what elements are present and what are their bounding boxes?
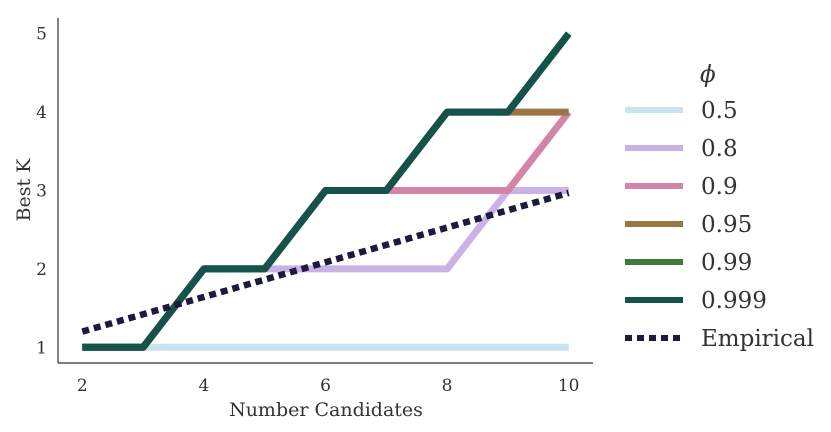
legend: ϕ 0.5 0.8 0.9 0.95 0.99 0.999 Empirical: [625, 62, 814, 352]
x-tick-label-2: 2: [77, 376, 88, 396]
x-tick-labels: 2 4 6 8 10: [77, 376, 580, 396]
x-tick-label-6: 6: [320, 376, 331, 396]
x-tick-label-10: 10: [558, 376, 580, 396]
axes: [57, 18, 593, 364]
legend-label-0-5: 0.5: [701, 98, 738, 124]
legend-label-0-8: 0.8: [701, 136, 738, 162]
y-tick-label-1: 1: [36, 338, 47, 358]
series-lines: [81, 31, 572, 351]
x-axis-label: Number Candidates: [229, 399, 423, 421]
y-tick-label-4: 4: [36, 103, 47, 123]
legend-label-0-99: 0.99: [701, 250, 752, 276]
series-line-empirical: [81, 189, 570, 335]
x-tick-label-4: 4: [198, 376, 209, 396]
legend-title: ϕ: [700, 62, 716, 88]
y-tick-label-5: 5: [36, 25, 47, 45]
y-tick-label-3: 3: [36, 182, 47, 202]
legend-label-0-999: 0.999: [701, 288, 767, 314]
legend-label-0-95: 0.95: [701, 212, 752, 238]
y-tick-label-2: 2: [36, 260, 47, 280]
series-line-0-999: [82, 31, 572, 351]
series-line-0-8: [82, 187, 569, 351]
y-axis-label: Best K: [13, 158, 35, 222]
legend-label-empirical: Empirical: [701, 326, 814, 352]
x-tick-label-8: 8: [442, 376, 453, 396]
legend-label-0-9: 0.9: [701, 174, 738, 200]
y-tick-labels: 1 2 3 4 5: [36, 25, 47, 359]
